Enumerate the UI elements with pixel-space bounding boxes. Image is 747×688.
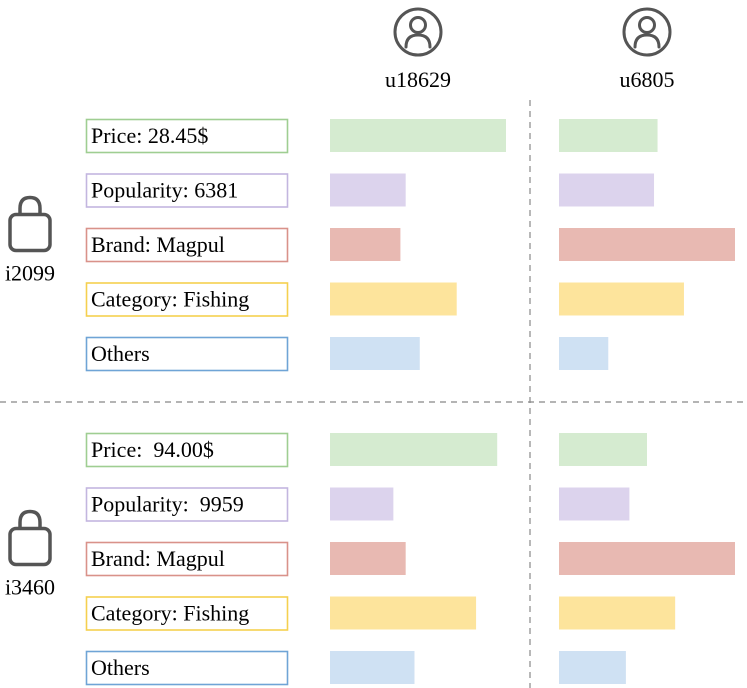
item-id-label: i3460 [5,575,55,600]
feature-label-box [85,650,289,686]
bar-brand [559,228,735,261]
bar-category [559,282,684,316]
bar-popularity [559,487,630,521]
bar-category [559,596,676,630]
bar-price [559,119,658,152]
user-icon [393,7,443,57]
feature-label-box [85,432,289,468]
user-id-label: u18629 [385,67,451,92]
bar-category [330,596,477,630]
bar-category [330,282,457,316]
item-id-label: i2099 [5,261,55,286]
bar-others [330,337,420,370]
bar-price [559,433,647,466]
feature-label: Price: 94.00$ [91,437,214,462]
shopping-bag-icon [8,509,52,567]
feature-label: Category: Fishing [91,601,249,626]
feature-label-box [85,118,289,154]
bar-price [330,119,506,152]
feature-label-box [85,336,289,372]
user-id-label: u6805 [620,67,675,92]
feature-label: Brand: Magpul [91,546,225,571]
bar-others [330,651,415,684]
feature-label-box [85,541,289,577]
bar-others [559,651,626,684]
feature-label-box [85,227,289,263]
bar-price [330,433,498,466]
feature-label: Others [91,655,150,680]
bar-others [559,337,609,370]
bar-brand [330,542,406,575]
feature-label: Others [91,341,150,366]
bar-popularity [330,173,406,207]
user-icon [622,7,672,57]
bar-popularity [559,173,655,207]
feature-label-box [85,487,289,522]
feature-label: Popularity: 6381 [91,178,238,203]
shopping-bag-icon [8,195,52,253]
bar-brand [559,542,735,575]
bar-brand [330,228,401,261]
feature-label-box [85,596,289,631]
feature-label: Popularity: 9959 [91,492,244,517]
feature-label: Brand: Magpul [91,232,225,257]
feature-label: Category: Fishing [91,287,249,312]
feature-label: Price: 28.45$ [91,123,208,148]
bar-popularity [330,487,394,521]
feature-label-box [85,173,289,208]
feature-label-box [85,282,289,317]
